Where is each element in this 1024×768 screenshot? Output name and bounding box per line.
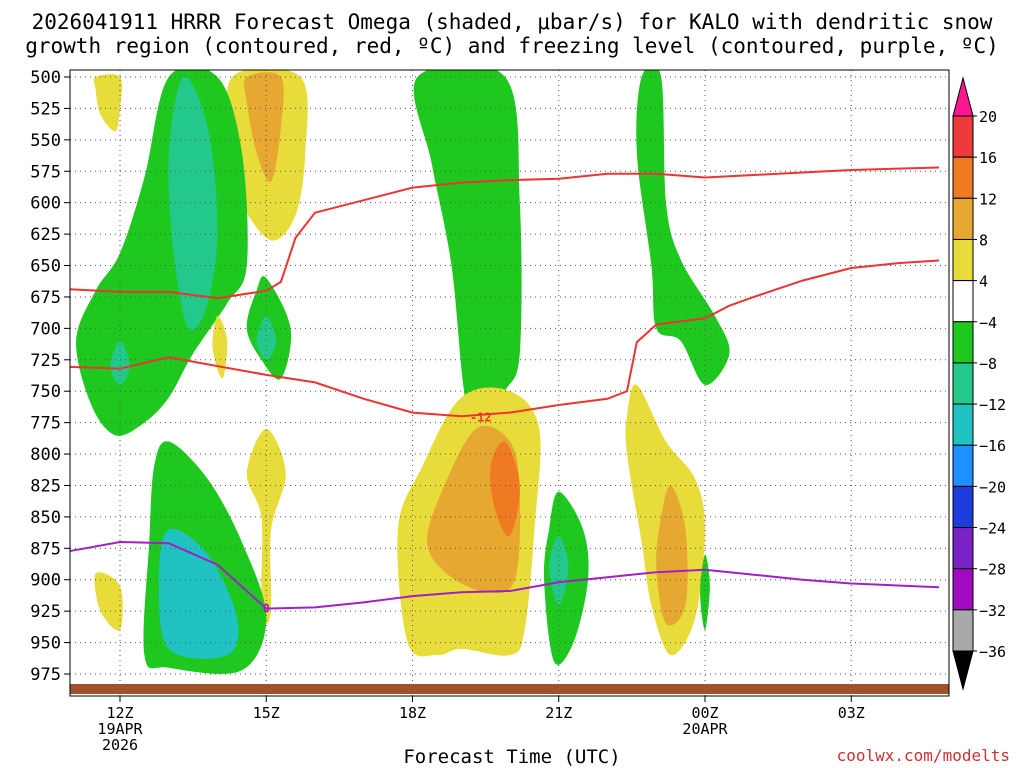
omega-region-10 [94, 572, 123, 631]
y-tick-label: 600 [30, 194, 61, 214]
y-tick-label: 750 [30, 382, 61, 402]
omega-region-12 [158, 528, 239, 659]
colorbar-label: −32 [979, 602, 1006, 620]
colorbar-label: −20 [979, 478, 1006, 496]
chart-title-line-2: growth region (contoured, red, ºC) and f… [25, 34, 999, 58]
y-tick-label: 825 [30, 476, 61, 496]
y-tick-label: 675 [30, 288, 61, 308]
y-tick-label: 625 [30, 225, 61, 245]
contour-lines: -12 0 [70, 166, 940, 615]
x-tick-label: 20APR [682, 720, 728, 738]
colorbar-label: −24 [979, 520, 1006, 538]
omega-region-16 [490, 441, 520, 537]
colorbar-box [952, 485, 974, 529]
contour-label-purple: 0 [263, 601, 270, 615]
colorbar-label: 16 [979, 149, 997, 167]
y-tick-label: 875 [30, 539, 61, 559]
colorbar-label: −16 [979, 437, 1006, 455]
contour-line-2 [70, 540, 940, 610]
omega-region-0 [93, 74, 123, 132]
colorbar-cap-bottom [952, 650, 974, 691]
y-tick-label: 575 [30, 162, 61, 182]
contour-line-1 [70, 259, 940, 418]
x-tick-label: 12Z [106, 704, 133, 722]
omega-region-8 [212, 315, 228, 379]
surface-band [70, 684, 949, 694]
omega-region-2 [243, 72, 284, 182]
colorbar-box [952, 115, 974, 158]
y-tick-label: 550 [30, 131, 61, 151]
contour-label-red: -12 [470, 410, 492, 424]
omega-region-7 [256, 315, 276, 360]
colorbar-box [952, 568, 974, 611]
colorbar-label: 8 [979, 231, 988, 249]
colorbar-box [952, 527, 974, 570]
colorbar-box [952, 444, 974, 487]
x-tick-label: 21Z [545, 704, 572, 722]
colorbar-box [952, 362, 974, 405]
y-tick-label: 500 [30, 68, 61, 88]
y-tick-label: 650 [30, 257, 61, 277]
plot-frame [69, 69, 950, 697]
x-tick-label: 2026 [102, 736, 138, 754]
omega-region-21 [656, 485, 688, 626]
y-tick-label: 700 [30, 319, 61, 339]
y-tick-label: 950 [30, 634, 61, 654]
credit-text: coolwx.com/modelts [836, 746, 1010, 765]
x-axis-label: Forecast Time (UTC) [403, 746, 621, 768]
colorbar-label: −36 [979, 643, 1006, 661]
colorbar-box [952, 609, 974, 652]
colorbar-box [952, 321, 974, 364]
omega-region-19 [636, 70, 730, 385]
omega-shading [76, 70, 730, 674]
x-tick-label: 18Z [399, 704, 426, 722]
colorbar-cap-top [952, 76, 974, 117]
colorbar-box [952, 403, 974, 446]
colorbar-label: −28 [979, 561, 1006, 579]
x-tick-label: 15Z [253, 704, 280, 722]
ground-surface [70, 684, 949, 694]
colorbar-box [952, 238, 974, 282]
omega-region-13 [413, 70, 522, 430]
y-axis: 500 525 550 575 600 625 650 675 700 725 750 775 800 8… [30, 68, 70, 685]
colorbar-box [952, 156, 974, 199]
colorbar-box [952, 197, 974, 240]
chart-title-line-1: 2026041911 HRRR Forecast Omega (shaded, … [31, 10, 993, 34]
y-tick-label: 925 [30, 602, 61, 622]
x-tick-label: 03Z [838, 704, 865, 722]
colorbar-label: 4 [979, 273, 988, 291]
colorbar-label: −8 [979, 355, 997, 373]
y-tick-label: 725 [30, 351, 61, 371]
y-tick-label: 850 [30, 508, 61, 528]
colorbar-label: −4 [979, 314, 997, 332]
y-tick-label: 525 [30, 99, 61, 119]
colorbar-label: −12 [979, 396, 1006, 414]
y-tick-label: 775 [30, 414, 61, 434]
colorbar-label: 12 [979, 190, 997, 208]
omega-region-5 [110, 340, 130, 385]
x-tick-label: 00Z [691, 704, 718, 722]
contour-line-0 [70, 166, 940, 300]
y-tick-label: 900 [30, 571, 61, 591]
y-tick-label: 975 [30, 665, 61, 685]
colorbar-label: 20 [979, 108, 997, 126]
omega-region-22 [700, 554, 710, 631]
omega-region-9 [246, 428, 286, 625]
colorbar: 20 16 12 8 4 −4 −8 −12 −16 −20 −24 −28 −32 −36 [952, 76, 1006, 691]
colorbar-box [952, 280, 974, 323]
y-tick-label: 800 [30, 445, 61, 465]
x-tick-label: 19APR [97, 720, 143, 738]
